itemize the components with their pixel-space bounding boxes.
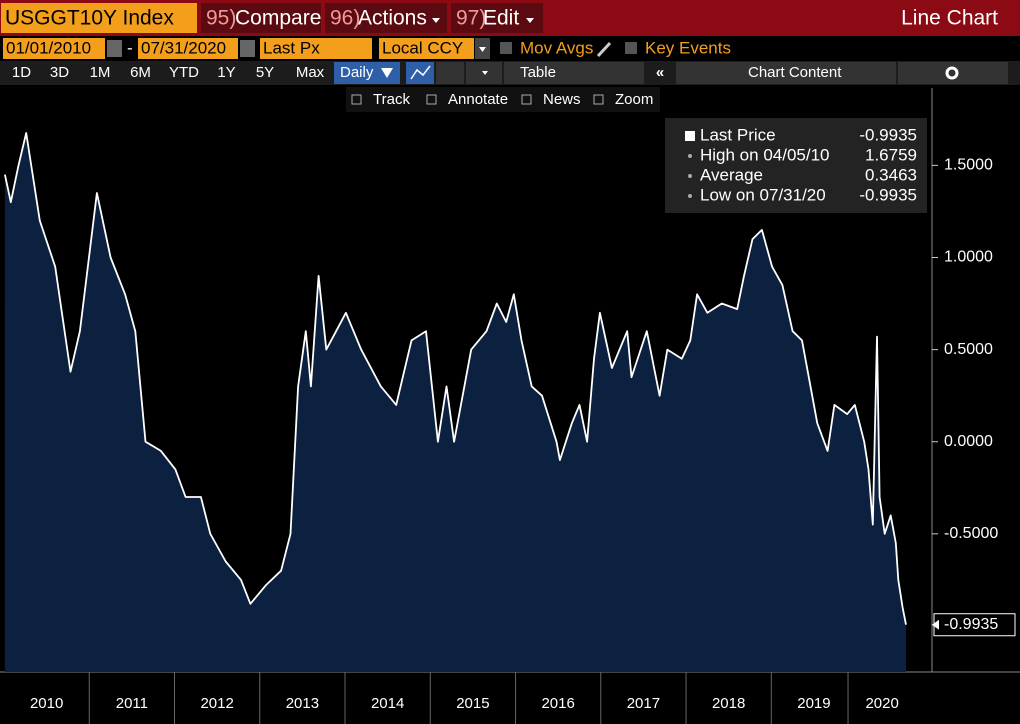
x-tick-label: 2014 — [371, 695, 404, 712]
legend-value: -0.9935 — [859, 185, 917, 204]
legend-icon — [688, 174, 692, 178]
line — [4, 132, 907, 625]
actions-button[interactable] — [325, 3, 447, 33]
period-button[interactable]: 1Y — [217, 64, 235, 81]
tool-button[interactable]: News — [543, 91, 581, 108]
x-tick-label: 2018 — [712, 695, 745, 712]
start-date-box[interactable] — [3, 38, 105, 59]
legend-value: 0.3463 — [865, 165, 917, 184]
security[interactable]: USGGT10Y Index — [5, 7, 174, 30]
x-tick-label: 2012 — [200, 695, 233, 712]
tool-icon — [426, 94, 437, 105]
period-button[interactable]: 1M — [90, 64, 111, 81]
date-separator: - — [127, 38, 133, 57]
period-buttons: 1D 3D 1M 6M YTD 1Y 5Y Max — [12, 64, 325, 81]
bar-style-button[interactable] — [436, 62, 464, 84]
legend-label: Low on 07/31/20 — [700, 185, 826, 204]
mov-avgs[interactable]: Mov Avgs — [520, 38, 593, 57]
period-button[interactable]: Max — [296, 64, 325, 81]
x-tick-label: 2013 — [286, 695, 319, 712]
dropdown-arrow — [526, 18, 534, 23]
legend-icon — [685, 131, 695, 141]
chart-content-button[interactable] — [676, 62, 896, 84]
x-tick-label: 2017 — [627, 695, 660, 712]
dropdown-arrow — [482, 71, 488, 75]
legend-value: 1.6759 — [865, 145, 917, 164]
view-name: Line Chart — [901, 7, 998, 30]
calendar-icon[interactable] — [240, 40, 255, 57]
field[interactable]: Last Px — [263, 38, 320, 57]
last-price-pointer — [932, 619, 939, 630]
legend-label: Last Price — [700, 125, 776, 144]
line-icon — [410, 65, 431, 80]
pencil-icon[interactable] — [596, 41, 612, 58]
x-tick-label: 2015 — [456, 695, 489, 712]
compare-num: 95) — [206, 7, 236, 30]
edit-num: 97) — [456, 7, 486, 30]
frequency[interactable]: Daily — [340, 64, 374, 81]
period-button[interactable]: 3D — [50, 64, 69, 81]
tool-icon — [521, 94, 532, 105]
calendar-icon[interactable] — [107, 40, 122, 57]
dropdown-arrow — [479, 47, 486, 52]
gear-icon — [945, 66, 959, 80]
tool-button[interactable]: Track — [373, 91, 410, 108]
y-tick-label: 1.5000 — [944, 157, 993, 174]
actions-num: 96) — [330, 7, 360, 30]
dropdown-arrow — [432, 18, 440, 23]
currency[interactable]: Local CCY — [382, 38, 463, 57]
key-events[interactable]: Key Events — [645, 38, 731, 57]
frequency-button[interactable] — [334, 62, 400, 84]
tool-bar — [346, 87, 660, 112]
x-tick-label: 2010 — [30, 695, 63, 712]
legend-icon — [688, 154, 692, 158]
currency-box[interactable] — [379, 38, 474, 59]
field-box[interactable] — [260, 38, 372, 59]
legend-value: -0.9935 — [859, 125, 917, 144]
x-tick-label: 2020 — [865, 695, 898, 712]
edit[interactable]: Edit — [483, 7, 519, 30]
table-button[interactable] — [504, 62, 644, 84]
end-date-box[interactable] — [138, 38, 238, 59]
checkbox[interactable] — [625, 42, 637, 54]
settings-button[interactable] — [898, 62, 1008, 84]
y-tick-label: -0.9935 — [944, 616, 998, 633]
security-box[interactable] — [1, 3, 197, 33]
chart-content[interactable]: Chart Content — [748, 64, 842, 81]
x-tick-label: 2016 — [541, 695, 574, 712]
legend-box — [665, 118, 927, 213]
tool-button[interactable]: Annotate — [448, 91, 508, 108]
legend: Last Price -0.9935 High on 04/05/10 1.6759 A… — [685, 125, 917, 204]
y-tick-label: 0.5000 — [944, 341, 993, 358]
collapse-icon[interactable]: « — [656, 64, 664, 81]
legend-icon — [688, 194, 692, 198]
period-button[interactable]: 5Y — [256, 64, 274, 81]
area — [4, 133, 907, 672]
x-tick-label: 2011 — [116, 695, 148, 712]
period-button[interactable]: YTD — [169, 64, 199, 81]
compare-button[interactable] — [201, 3, 321, 33]
checkbox[interactable] — [500, 42, 512, 54]
tool-icon — [351, 94, 362, 105]
chart: 2010 2011 2012 2013 2014 2015 2016 2017 2018 2019… — [0, 88, 1020, 724]
actions[interactable]: Actions — [358, 7, 427, 30]
table[interactable]: Table — [520, 64, 556, 81]
tool-button[interactable]: Zoom — [615, 91, 653, 108]
end-date[interactable]: 07/31/2020 — [141, 38, 226, 57]
period-button[interactable]: 6M — [130, 64, 151, 81]
x-tick-label: 2019 — [797, 695, 830, 712]
y-tick-label: -0.5000 — [944, 525, 998, 542]
dropdown-arrow — [381, 68, 393, 78]
y-tick-label: 0.0000 — [944, 433, 993, 450]
compare[interactable]: Compare — [235, 7, 321, 30]
tools: Track Annotate News Zoom — [351, 91, 653, 108]
start-date[interactable]: 01/01/2010 — [6, 38, 91, 57]
tool-icon — [593, 94, 604, 105]
y-tick-label: 1.0000 — [944, 249, 993, 266]
legend-label: High on 04/05/10 — [700, 145, 830, 164]
period-button[interactable]: 1D — [12, 64, 31, 81]
legend-label: Average — [700, 165, 763, 184]
